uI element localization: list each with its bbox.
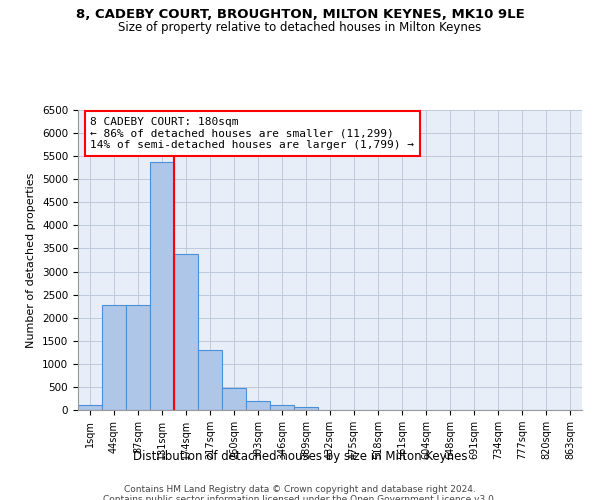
Text: Size of property relative to detached houses in Milton Keynes: Size of property relative to detached ho…	[118, 21, 482, 34]
Bar	[150, 162, 174, 410]
Bar	[270, 406, 294, 410]
Bar	[126, 305, 150, 410]
Text: 8, CADEBY COURT, BROUGHTON, MILTON KEYNES, MK10 9LE: 8, CADEBY COURT, BROUGHTON, MILTON KEYNE…	[76, 8, 524, 20]
Text: Distribution of detached houses by size in Milton Keynes: Distribution of detached houses by size …	[133, 450, 467, 463]
Bar	[294, 407, 318, 410]
Bar	[78, 406, 102, 410]
Bar	[222, 388, 246, 410]
Text: 8 CADEBY COURT: 180sqm
← 86% of detached houses are smaller (11,299)
14% of semi: 8 CADEBY COURT: 180sqm ← 86% of detached…	[91, 117, 415, 150]
Bar	[174, 254, 198, 410]
Y-axis label: Number of detached properties: Number of detached properties	[26, 172, 37, 348]
Bar	[102, 305, 126, 410]
Bar	[246, 401, 270, 410]
Text: Contains HM Land Registry data © Crown copyright and database right 2024.: Contains HM Land Registry data © Crown c…	[124, 485, 476, 494]
Bar	[198, 350, 222, 410]
Text: Contains public sector information licensed under the Open Government Licence v3: Contains public sector information licen…	[103, 495, 497, 500]
